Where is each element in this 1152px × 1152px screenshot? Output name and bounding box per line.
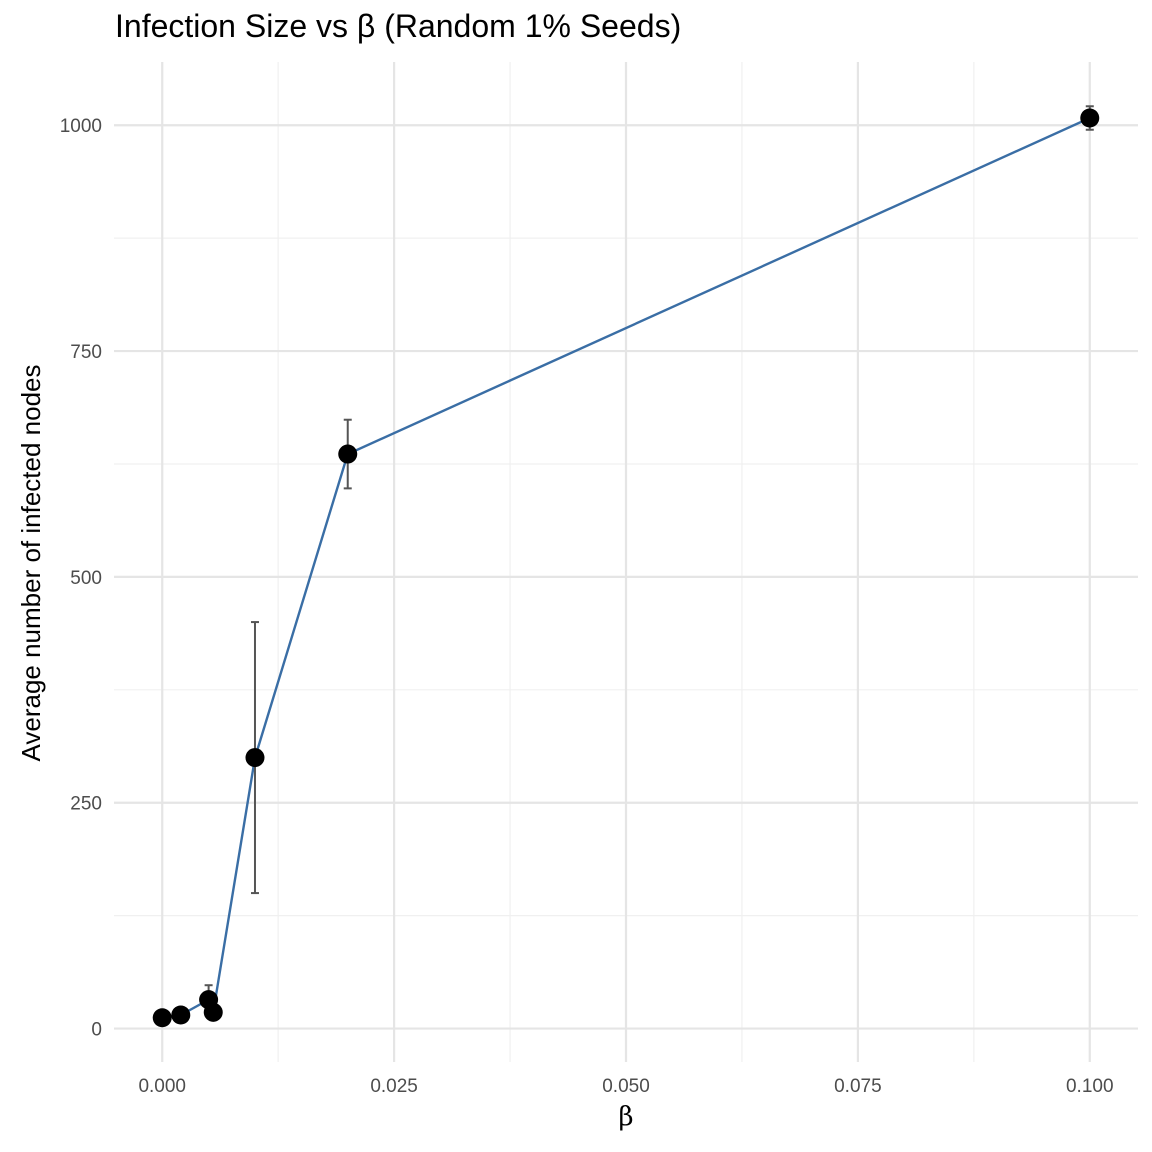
x-tick-label: 0.025 xyxy=(370,1076,418,1097)
y-tick-label: 750 xyxy=(70,342,102,363)
y-tick-label: 1000 xyxy=(60,116,102,137)
y-axis-title: Average number of infected nodes xyxy=(16,364,46,761)
x-tick-label: 0.000 xyxy=(138,1076,186,1097)
y-tick-label: 250 xyxy=(70,794,102,815)
x-axis-title: β xyxy=(618,1102,633,1132)
data-point xyxy=(338,444,358,464)
errorbars-group xyxy=(204,105,1094,1014)
data-point xyxy=(171,1005,191,1025)
data-point xyxy=(203,1002,223,1022)
y-tick-labels: 0 250 500 750 1000 xyxy=(60,116,102,1040)
data-point xyxy=(1080,108,1100,128)
data-point xyxy=(245,748,265,768)
x-tick-label: 0.050 xyxy=(602,1076,650,1097)
x-tick-labels: 0.000 0.025 0.050 0.075 0.100 xyxy=(138,1076,1113,1097)
x-tick-label: 0.100 xyxy=(1066,1076,1114,1097)
major-gridlines xyxy=(114,62,1138,1062)
data-point xyxy=(152,1008,172,1028)
chart-title: Infection Size vs β (Random 1% Seeds) xyxy=(115,8,682,44)
y-tick-label: 0 xyxy=(91,1020,102,1041)
points-group xyxy=(152,108,1100,1028)
y-tick-label: 500 xyxy=(70,568,102,589)
x-tick-label: 0.075 xyxy=(834,1076,882,1097)
